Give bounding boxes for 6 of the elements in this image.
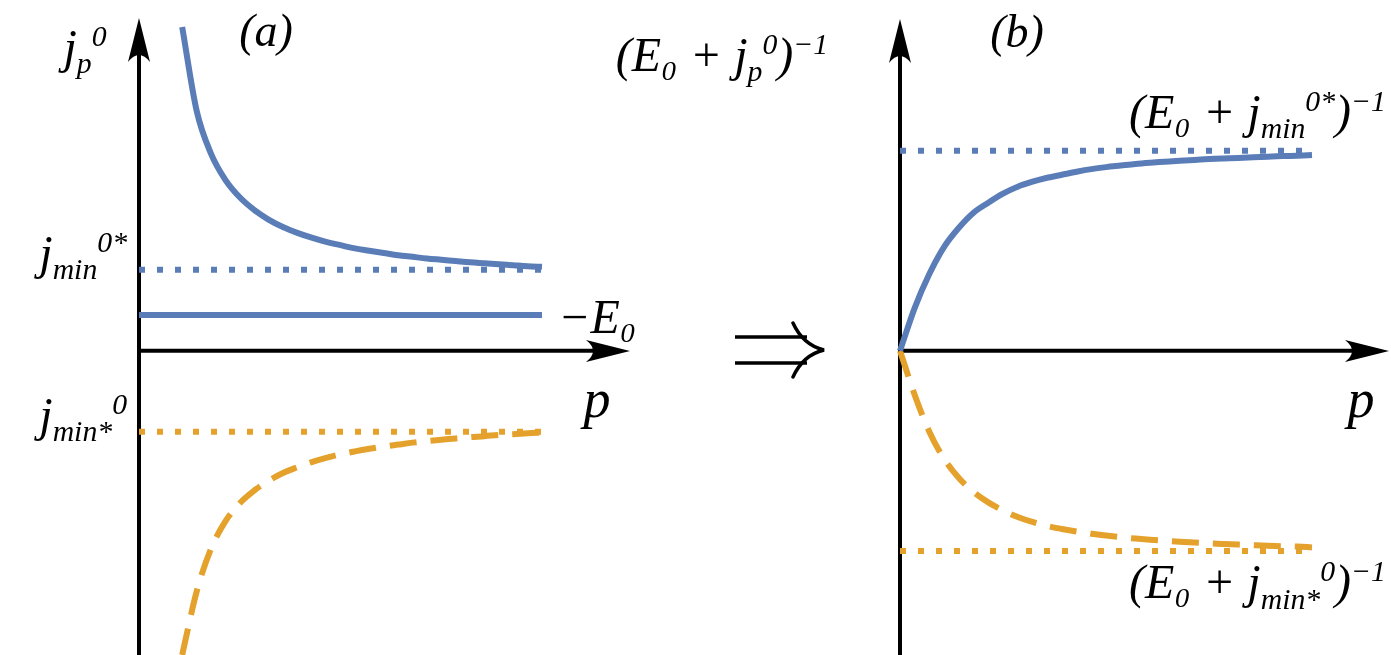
chart-title: (a): [239, 4, 293, 57]
y-axis-title: (E₀ + j$_{p}$$^{0}$)$^{−1}$: [615, 26, 829, 89]
series-label: (E₀ + j$_{min*}$$^{0}$)$^{−1}$: [1128, 554, 1386, 616]
series-label: (E₀ + j$_{min}$$^{0*}$)$^{−1}$: [1128, 83, 1386, 145]
chart-title: (b): [990, 5, 1044, 58]
series-label: −E₀: [558, 289, 637, 344]
